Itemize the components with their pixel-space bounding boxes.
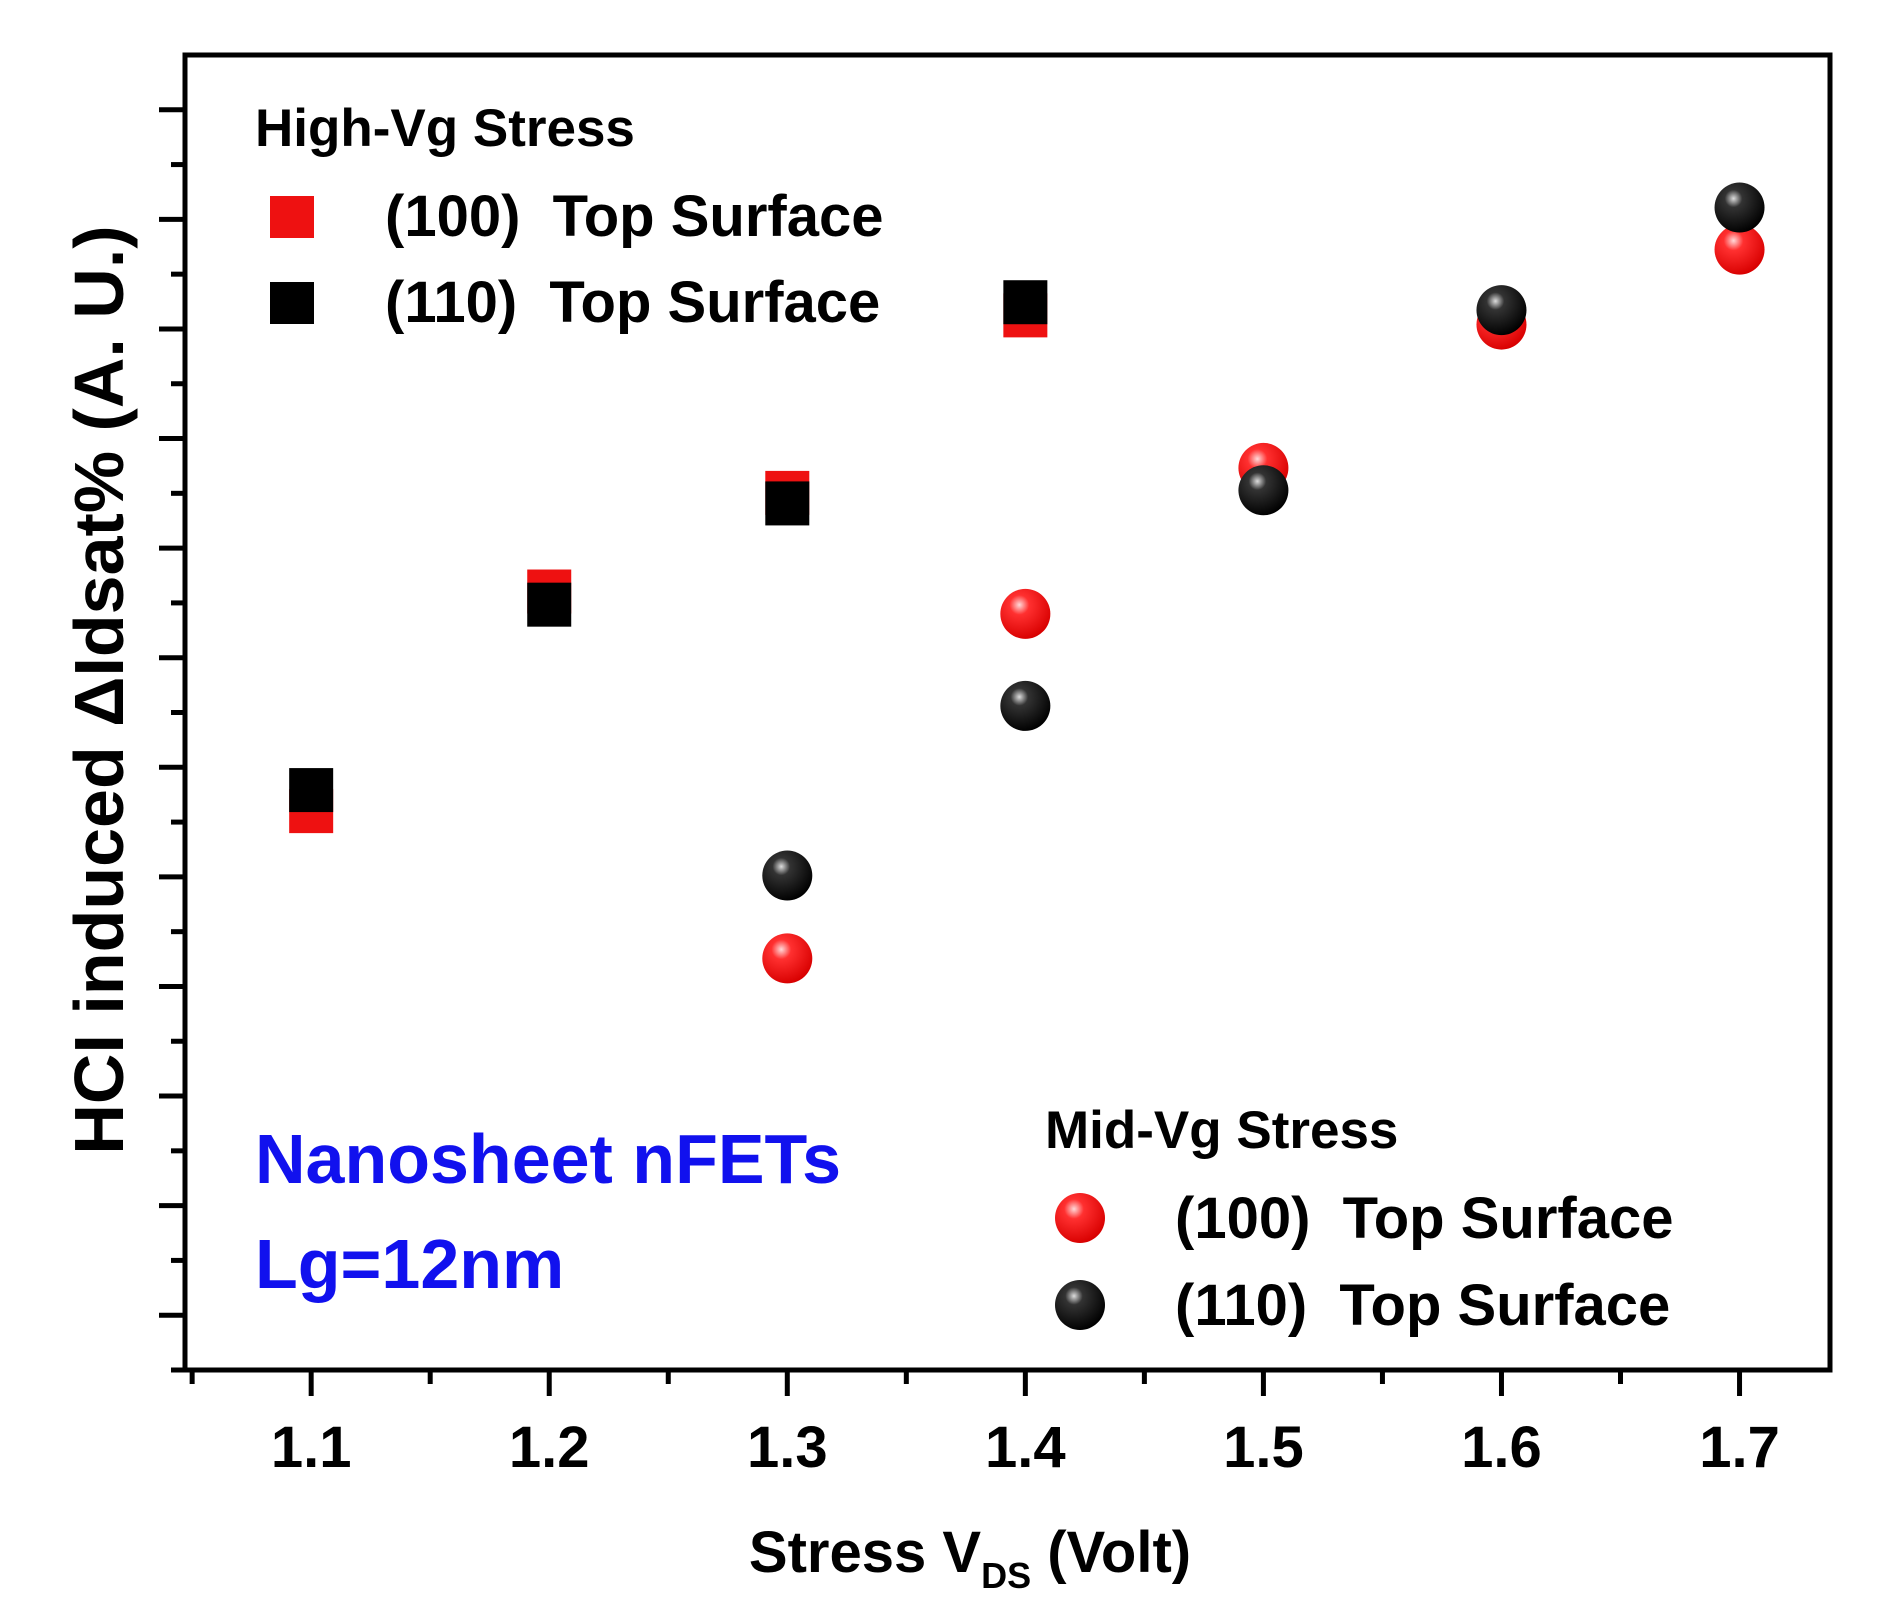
x-tick-label: 1.7 [1699, 1415, 1780, 1480]
x-tick-label: 1.4 [985, 1415, 1066, 1480]
x-axis-label-subscript: DS [981, 1555, 1031, 1596]
x-tick-label: 1.6 [1461, 1415, 1542, 1480]
data-point-series-1-3 [1003, 280, 1048, 325]
legend-high-110-marker [270, 282, 314, 324]
data-point-series-1-0 [289, 768, 334, 813]
legend-mid-110-marker [1055, 1280, 1105, 1330]
x-tick-label: 1.1 [271, 1415, 352, 1480]
legend-mid-100-marker [1055, 1193, 1105, 1243]
data-point-series-1-2 [765, 481, 810, 526]
legend-high-vg: High-Vg Stress (100) Top Surface (110) T… [255, 99, 884, 335]
annotation-device: Nanosheet nFETs [255, 1120, 841, 1198]
data-point-series-2-1 [1000, 588, 1051, 639]
y-axis-ticks [159, 107, 185, 1373]
annotation-gate-length: Lg=12nm [255, 1225, 564, 1303]
legend-high-100-label: (100) Top Surface [385, 184, 884, 249]
data-point-series-3-3 [1476, 285, 1527, 336]
legend-mid-100-label: (100) Top Surface [1175, 1186, 1674, 1251]
legend-high-100-marker [270, 196, 314, 238]
x-axis-ticks [189, 1370, 1743, 1396]
data-point-series-1-1 [527, 582, 572, 627]
x-axis-label-units: (Volt) [1031, 1520, 1191, 1585]
x-axis-tick-labels: 1.1 1.2 1.3 1.4 1.5 1.6 1.7 [271, 1415, 1780, 1480]
legend-mid-110-label: (110) Top Surface [1175, 1273, 1670, 1338]
legend-high-heading: High-Vg Stress [255, 99, 635, 158]
legend-mid-heading: Mid-Vg Stress [1045, 1101, 1398, 1160]
legend-high-110-label: (110) Top Surface [385, 270, 880, 335]
data-marks [289, 182, 1765, 984]
data-point-series-3-1 [1000, 680, 1051, 731]
x-axis-label: Stress VDS (Volt) [749, 1520, 1191, 1596]
x-tick-label: 1.5 [1223, 1415, 1304, 1480]
x-tick-label: 1.2 [509, 1415, 590, 1480]
data-point-series-2-4 [1714, 224, 1765, 275]
data-point-series-3-4 [1714, 182, 1765, 233]
data-point-series-3-2 [1238, 465, 1289, 516]
y-axis-label: HCI induced ΔIdsat% (A. U.) [60, 225, 138, 1154]
legend-mid-vg: Mid-Vg Stress (100) Top Surface (110) To… [1045, 1101, 1674, 1338]
x-axis-label-main: Stress V [749, 1520, 981, 1585]
x-tick-label: 1.3 [747, 1415, 828, 1480]
data-point-series-3-0 [762, 850, 813, 901]
data-point-series-2-0 [762, 933, 813, 984]
